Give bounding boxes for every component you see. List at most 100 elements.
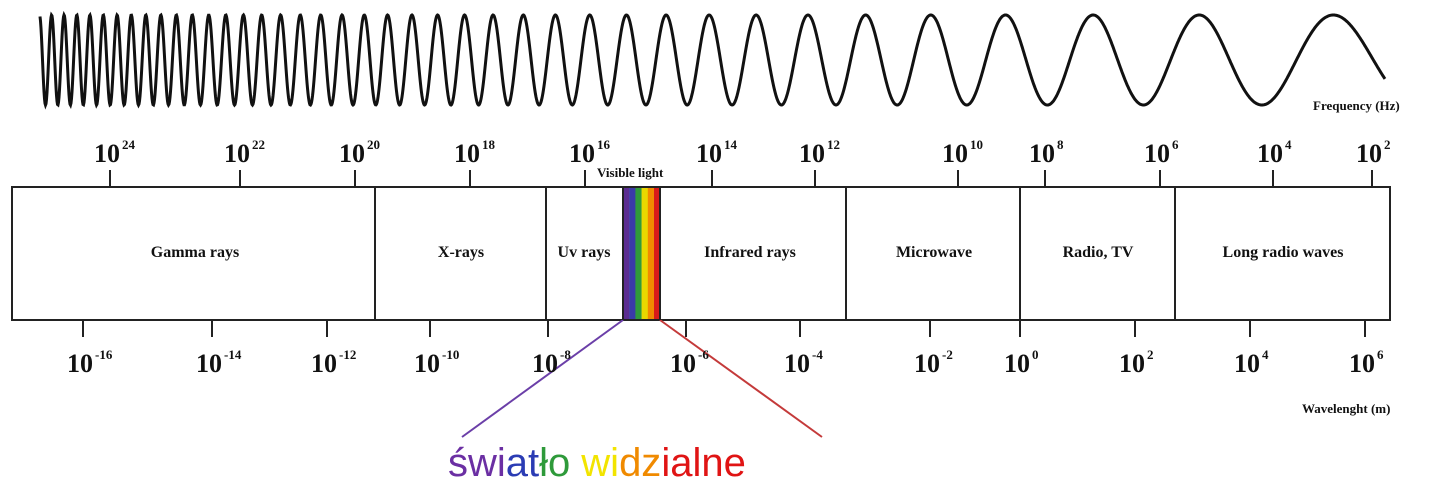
tick-base: 10 (1029, 139, 1055, 168)
tick-exponent: -8 (560, 347, 571, 362)
tick-label: 10 4 (1257, 137, 1292, 168)
caption-part: ialne (661, 441, 746, 485)
tick-base: 10 (311, 349, 337, 378)
tick-exponent: 2 (1147, 347, 1154, 362)
tick-base: 10 (1257, 139, 1283, 168)
tick-exponent: 20 (367, 137, 380, 152)
tick-exponent: 2 (1384, 137, 1391, 152)
tick-label: 10 18 (454, 137, 496, 168)
band-label: Long radio waves (1223, 244, 1344, 261)
tick-label: 10 10 (942, 137, 983, 168)
spectrum-stripe (623, 188, 630, 319)
tick-label: 10 -12 (311, 347, 356, 378)
tick-base: 10 (532, 349, 558, 378)
visible-label: Visible light (597, 165, 664, 180)
tick-exponent: 6 (1377, 347, 1384, 362)
tick-label: 10 22 (224, 137, 265, 168)
tick-label: 10 8 (1029, 137, 1064, 168)
tick-exponent: 4 (1262, 347, 1269, 362)
visible-line-left (461, 319, 624, 438)
tick-exponent: -2 (942, 347, 953, 362)
spectrum-stripe (629, 188, 636, 319)
tick-base: 10 (339, 139, 365, 168)
caption-part: at (506, 441, 539, 485)
band-label: Infrared rays (704, 244, 796, 261)
tick-base: 10 (1356, 139, 1382, 168)
tick-exponent: 0 (1032, 347, 1039, 362)
tick-label: 10 -2 (914, 347, 953, 378)
tick-base: 10 (942, 139, 968, 168)
tick-base: 10 (94, 139, 120, 168)
band-label: Gamma rays (151, 244, 239, 261)
tick-label: 10 -6 (670, 347, 709, 378)
tick-base: 10 (67, 349, 93, 378)
wavelength-label: Wavelenght (m) (1302, 401, 1390, 416)
tick-label: 10 2 (1356, 137, 1391, 168)
tick-base: 10 (1144, 139, 1170, 168)
wave (38, 10, 1387, 110)
spectrum-stripe (647, 188, 655, 319)
tick-label: 10 12 (799, 137, 840, 168)
tick-exponent: 8 (1057, 137, 1064, 152)
spectrum-stripe (635, 188, 642, 319)
tick-base: 10 (799, 139, 825, 168)
tick-label: 10 -16 (67, 347, 113, 378)
tick-base: 10 (696, 139, 722, 168)
tick-base: 10 (914, 349, 940, 378)
tick-exponent: 12 (827, 137, 840, 152)
band-label: Radio, TV (1063, 244, 1134, 261)
tick-exponent: 10 (970, 137, 983, 152)
tick-base: 10 (1119, 349, 1145, 378)
spectrum-stripe (641, 188, 648, 319)
band-label: Microwave (896, 244, 972, 261)
tick-exponent: 14 (724, 137, 738, 152)
tick-base: 10 (1234, 349, 1260, 378)
caption-part: dz (619, 441, 661, 485)
tick-label: 10 -10 (414, 347, 459, 378)
tick-exponent: 22 (252, 137, 265, 152)
band-box (11, 186, 1391, 321)
tick-exponent: -12 (339, 347, 356, 362)
caption-part: świ (448, 441, 506, 485)
tick-exponent: 4 (1285, 137, 1292, 152)
tick-base: 10 (454, 139, 480, 168)
tick-exponent: -16 (95, 347, 113, 362)
tick-label: 10 -4 (784, 347, 823, 378)
tick-label: 10 20 (339, 137, 380, 168)
tick-label: 10 2 (1119, 347, 1154, 378)
tick-label: 10 6 (1349, 347, 1384, 378)
band-label: Uv rays (558, 244, 611, 261)
tick-base: 10 (224, 139, 250, 168)
tick-label: 10 -8 (532, 347, 571, 378)
caption: światło widzialne (448, 441, 746, 485)
tick-exponent: -4 (812, 347, 823, 362)
tick-base: 10 (1004, 349, 1030, 378)
tick-label: 10 -14 (196, 347, 242, 378)
caption-part: wi (580, 441, 619, 485)
tick-exponent: 16 (597, 137, 611, 152)
tick-label: 10 6 (1144, 137, 1179, 168)
tick-exponent: -14 (224, 347, 242, 362)
tick-exponent: 6 (1172, 137, 1179, 152)
tick-base: 10 (196, 349, 222, 378)
spectrum-stripe (654, 188, 661, 319)
tick-base: 10 (1349, 349, 1375, 378)
tick-base: 10 (784, 349, 810, 378)
tick-exponent: 18 (482, 137, 496, 152)
tick-exponent: 24 (122, 137, 136, 152)
visible-line-right (659, 319, 823, 438)
tick-exponent: -10 (442, 347, 459, 362)
tick-base: 10 (414, 349, 440, 378)
tick-label: 10 16 (569, 137, 611, 168)
tick-label: 10 14 (696, 137, 738, 168)
tick-base: 10 (569, 139, 595, 168)
caption-part: ło (539, 441, 570, 485)
band-label: X-rays (438, 244, 484, 261)
tick-label: 10 24 (94, 137, 136, 168)
tick-label: 10 4 (1234, 347, 1269, 378)
tick-label: 10 0 (1004, 347, 1039, 378)
tick-exponent: -6 (698, 347, 709, 362)
frequency-label: Frequency (Hz) (1313, 98, 1400, 113)
tick-base: 10 (670, 349, 696, 378)
